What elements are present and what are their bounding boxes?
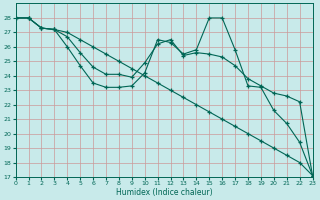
X-axis label: Humidex (Indice chaleur): Humidex (Indice chaleur) bbox=[116, 188, 212, 197]
